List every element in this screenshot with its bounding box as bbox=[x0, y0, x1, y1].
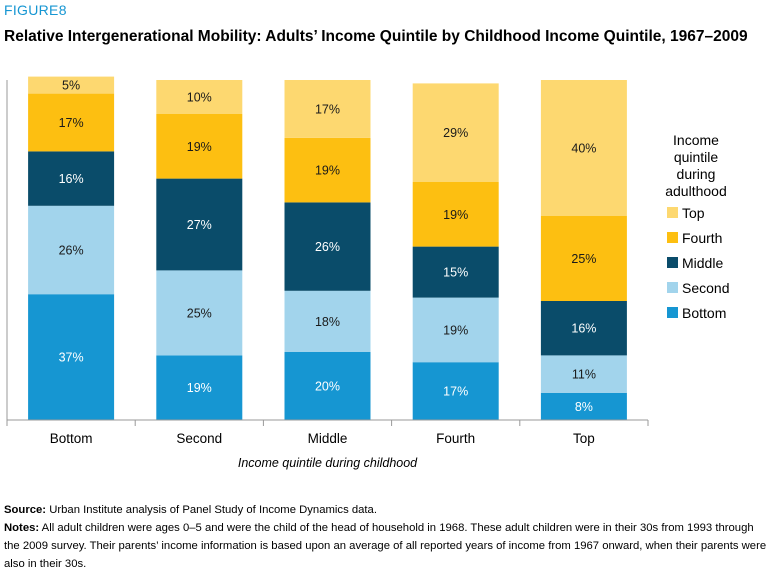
source-line: Source: Urban Institute analysis of Pane… bbox=[4, 501, 772, 519]
bar-segment bbox=[412, 83, 499, 182]
data-label: 11% bbox=[572, 368, 596, 382]
data-label: 19% bbox=[187, 381, 212, 395]
bar-segment bbox=[412, 246, 499, 298]
legend-title-line: during bbox=[676, 166, 716, 182]
legend-swatch bbox=[667, 207, 678, 218]
data-label: 15% bbox=[443, 266, 468, 280]
legend-title-line: adulthood bbox=[665, 183, 727, 199]
legend-item-bottom: Bottom bbox=[650, 300, 760, 325]
legend-swatch bbox=[667, 257, 678, 268]
data-label: 27% bbox=[187, 218, 212, 232]
bar-segment bbox=[156, 355, 243, 420]
legend-label: Fourth bbox=[682, 229, 723, 246]
data-label: 5% bbox=[62, 79, 80, 93]
legend-swatch bbox=[667, 232, 678, 243]
data-label: 37% bbox=[59, 351, 84, 365]
legend-swatch bbox=[667, 307, 678, 318]
data-label: 16% bbox=[59, 172, 84, 186]
bar-segment bbox=[28, 93, 115, 152]
bar-segment bbox=[284, 202, 371, 291]
bar-segment bbox=[540, 355, 627, 393]
legend-label: Middle bbox=[682, 254, 724, 271]
legend-item-top: Top bbox=[650, 200, 760, 225]
stacked-bar-chart: 37% 26% 16% 17% 5% Bottom 19% 25% 27% 19% 10% Secon… bbox=[6, 76, 649, 470]
bar-segment bbox=[412, 182, 499, 247]
x-tick-label: Second bbox=[176, 431, 222, 446]
data-label: 18% bbox=[315, 315, 340, 329]
bar-segment bbox=[28, 205, 115, 295]
bar-segment bbox=[28, 151, 115, 206]
bar-segment bbox=[28, 76, 115, 94]
bar-segment bbox=[284, 290, 371, 352]
bar-segment bbox=[156, 114, 243, 179]
data-label: 20% bbox=[315, 380, 340, 394]
legend-item-fourth: Fourth bbox=[650, 225, 760, 250]
legend-swatch bbox=[667, 282, 678, 293]
bar-segment bbox=[412, 297, 499, 363]
data-label: 25% bbox=[187, 306, 212, 320]
x-tick-label: Bottom bbox=[50, 431, 93, 446]
bar-segment bbox=[156, 80, 243, 114]
legend-title-line: quintile bbox=[673, 149, 719, 165]
bar-segment bbox=[156, 270, 243, 356]
bar-segment bbox=[540, 301, 627, 356]
legend-title: Income quintile during adulthood bbox=[650, 132, 742, 200]
data-label: 25% bbox=[571, 252, 596, 266]
legend-item-second: Second bbox=[650, 275, 760, 300]
bar-segment bbox=[156, 178, 243, 271]
bar-segment bbox=[540, 216, 627, 301]
figure-label: FIGURE8 bbox=[4, 2, 67, 18]
bar-segment bbox=[540, 392, 627, 420]
data-label: 26% bbox=[315, 240, 340, 254]
data-label: 19% bbox=[315, 164, 340, 178]
chart-title: Relative Intergenerational Mobility: Adu… bbox=[4, 28, 748, 45]
data-label: 8% bbox=[575, 400, 593, 414]
source-text: Urban Institute analysis of Panel Study … bbox=[49, 504, 377, 516]
notes-label: Notes: bbox=[4, 522, 40, 534]
data-label: 29% bbox=[443, 126, 468, 140]
bar-segment bbox=[284, 137, 371, 203]
x-tick-label: Top bbox=[573, 431, 595, 446]
bar-segment bbox=[28, 294, 115, 420]
data-label: 19% bbox=[443, 208, 468, 222]
data-label: 16% bbox=[571, 322, 596, 336]
data-label: 17% bbox=[443, 385, 468, 399]
data-label: 26% bbox=[59, 244, 84, 258]
legend-label: Bottom bbox=[682, 304, 727, 321]
legend-label: Second bbox=[682, 279, 730, 296]
data-label: 40% bbox=[571, 142, 596, 156]
data-label: 19% bbox=[187, 140, 212, 154]
data-label: 17% bbox=[315, 102, 340, 116]
x-axis-title: Income quintile during childhood bbox=[238, 456, 418, 470]
legend-label: Top bbox=[682, 204, 705, 221]
x-tick-label: Fourth bbox=[436, 431, 475, 446]
legend: Income quintile during adulthood Top Fou… bbox=[650, 132, 760, 325]
legend-title-line: Income bbox=[673, 132, 719, 148]
source-label: Source: bbox=[4, 504, 47, 516]
data-label: 17% bbox=[59, 116, 84, 130]
notes-line: Notes: All adult children were ages 0–5 … bbox=[4, 519, 772, 573]
bar-segment bbox=[284, 352, 371, 420]
notes-text: All adult children were ages 0–5 and wer… bbox=[4, 522, 767, 570]
bar-segment bbox=[284, 80, 371, 138]
chart-notes: Source: Urban Institute analysis of Pane… bbox=[4, 501, 772, 573]
bar-segment bbox=[412, 362, 499, 420]
data-label: 19% bbox=[443, 323, 468, 337]
x-tick-label: Middle bbox=[308, 431, 348, 446]
legend-item-middle: Middle bbox=[650, 250, 760, 275]
bar-segment bbox=[540, 80, 627, 216]
data-label: 10% bbox=[187, 91, 212, 105]
